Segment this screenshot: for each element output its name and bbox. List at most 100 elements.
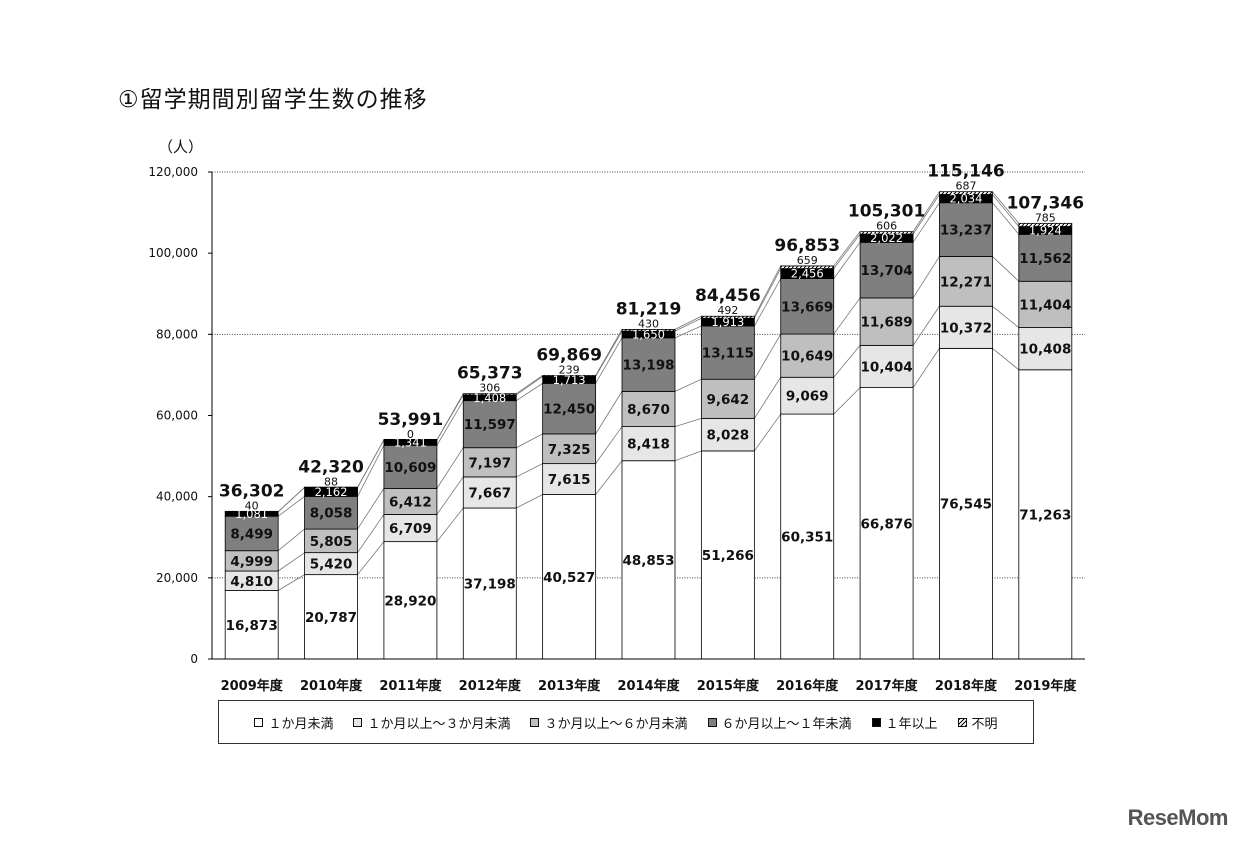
total-label: 96,853 — [774, 236, 840, 256]
data-label: 1,924 — [1029, 223, 1062, 237]
connector-line — [436, 476, 464, 515]
connector-line — [674, 417, 702, 427]
bar-segment — [542, 382, 597, 435]
connector-line — [833, 231, 861, 267]
legend-label: １か月以上～３か月未満 — [367, 716, 511, 732]
data-label: 11,597 — [464, 417, 516, 433]
bar-segment — [304, 486, 358, 489]
bar-segment — [383, 541, 438, 660]
data-label: 13,704 — [861, 263, 913, 279]
legend-item: １か月以上～３か月未満 — [353, 713, 510, 732]
x-tick-label: 2012年度 — [459, 678, 522, 694]
legend-item: ３か月以上～６か月未満 — [530, 713, 688, 732]
connector-line — [754, 377, 782, 419]
connector-line — [833, 387, 861, 415]
data-label: 11,404 — [1019, 297, 1071, 313]
data-label: 687 — [955, 180, 976, 193]
bar-segment — [859, 297, 914, 346]
connector-line — [833, 242, 861, 279]
bar-segment — [383, 444, 438, 489]
bar-segment — [383, 438, 438, 441]
connector-line — [357, 439, 385, 488]
data-label: 28,920 — [384, 593, 436, 609]
bar-segment — [621, 337, 676, 392]
connector-line — [436, 393, 464, 441]
bar-segment — [542, 433, 597, 465]
bar-segment — [1018, 222, 1073, 227]
connector-line — [674, 315, 702, 330]
connector-line — [277, 552, 305, 572]
bar-segment — [304, 495, 358, 530]
data-label: 4,810 — [230, 574, 273, 590]
bar-segment — [700, 315, 755, 319]
data-label: 1,408 — [473, 391, 506, 405]
total-label: 69,869 — [536, 345, 602, 365]
data-label: 12,450 — [543, 402, 595, 418]
bar-segment — [780, 265, 835, 270]
data-label: 10,408 — [1019, 342, 1071, 358]
data-label: 1,081 — [235, 507, 268, 521]
x-tick-label: 2009年度 — [221, 678, 284, 694]
connector-line — [357, 488, 385, 530]
connector-line — [357, 514, 385, 553]
bar-segment — [224, 510, 279, 513]
connector-line — [516, 376, 543, 396]
total-label: 115,146 — [927, 162, 1004, 182]
data-label: 76,545 — [940, 497, 992, 513]
connector-line — [754, 413, 782, 452]
y-tick-label: 0 — [190, 652, 198, 666]
bar-segment — [621, 328, 676, 332]
connector-line — [992, 202, 1020, 235]
data-label: 2,022 — [870, 231, 903, 245]
data-label: 13,115 — [702, 346, 754, 362]
bar-segment — [700, 417, 755, 452]
y-tick-label: 80,000 — [156, 327, 198, 341]
connector-line — [436, 447, 464, 489]
connector-line — [674, 378, 702, 392]
connector-line — [992, 191, 1020, 224]
connector-line — [516, 433, 543, 449]
connector-line — [277, 496, 305, 517]
data-label: 0 — [407, 428, 414, 441]
x-tick-label: 2017年度 — [855, 678, 918, 694]
bar-segment — [542, 375, 597, 377]
data-label: 37,198 — [464, 577, 516, 593]
legend-label: ３か月以上～６か月未満 — [544, 716, 688, 732]
data-label: 8,058 — [310, 506, 353, 522]
data-label: 40,527 — [543, 570, 595, 586]
connector-line — [912, 202, 940, 243]
y-tick-label: 20,000 — [156, 571, 198, 585]
connector-line — [436, 400, 464, 446]
bar-segment — [939, 191, 993, 195]
data-label: 48,853 — [622, 553, 674, 569]
data-label: 6,412 — [389, 494, 432, 510]
data-label: 13,237 — [940, 223, 992, 239]
data-label: 88 — [324, 475, 338, 488]
legend-swatch — [353, 717, 363, 727]
data-label: 10,609 — [384, 460, 436, 476]
legend-item: １年以上 — [871, 713, 938, 732]
x-tick-label: 2013年度 — [538, 678, 601, 694]
data-label: 11,689 — [861, 315, 913, 331]
bar-segment — [462, 393, 517, 396]
legend-item: １か月未満 — [254, 713, 333, 732]
total-label: 105,301 — [848, 202, 925, 222]
data-label: 11,562 — [1019, 251, 1071, 267]
bar-segment — [700, 378, 755, 419]
data-label: 9,069 — [786, 389, 829, 405]
data-label: 7,615 — [548, 472, 591, 488]
total-label: 65,373 — [457, 364, 523, 384]
data-label: 2,456 — [791, 267, 824, 281]
data-label: 71,263 — [1019, 507, 1071, 523]
connector-line — [595, 330, 623, 377]
data-label: 20,787 — [305, 610, 357, 626]
bar-segment — [1018, 369, 1073, 660]
x-tick-label: 2014年度 — [617, 678, 680, 694]
connector-line — [992, 256, 1020, 282]
data-label: 785 — [1035, 211, 1056, 224]
total-label: 53,991 — [378, 410, 444, 430]
data-label: 10,649 — [781, 349, 833, 365]
data-label: 40 — [245, 500, 259, 513]
x-tick-label: 2019年度 — [1014, 678, 1077, 694]
bar-segment — [780, 278, 835, 335]
